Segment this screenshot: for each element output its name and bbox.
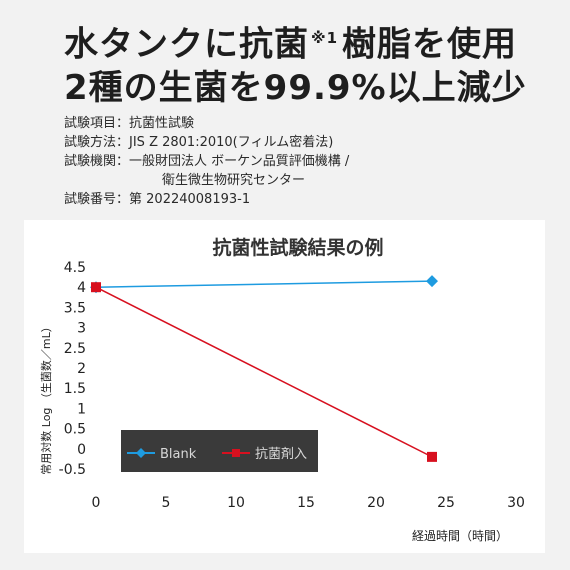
y-tick-label: -0.5: [59, 462, 86, 478]
footnote-mark: ※1: [311, 29, 339, 47]
y-tick-label: 2: [77, 361, 86, 377]
y-tick-label: 0: [77, 442, 86, 458]
y-tick-label: 2.5: [64, 341, 86, 357]
headline-line1-main: 水タンクに抗菌: [64, 24, 309, 65]
y-tick-label: 3: [77, 321, 86, 337]
x-tick-label: 10: [227, 495, 245, 511]
x-tick-label: 25: [437, 495, 455, 511]
headline-line1-tail: 樹脂を使用: [342, 24, 518, 65]
y-tick-label: 3.5: [64, 300, 86, 316]
headline-line2: 2種の生菌を99.9%以上減少: [64, 68, 527, 109]
line-chart: 抗菌性試験結果の例 常用対数 Log （生菌数／mL） 経過時間（時間） 4.5…: [39, 236, 525, 543]
data-point-diamond: [426, 275, 438, 288]
x-tick-label: 15: [297, 495, 315, 511]
x-tick-label: 5: [162, 495, 171, 511]
y-tick-label: 1: [77, 401, 86, 417]
y-tick-label: 4: [77, 280, 86, 296]
test-info-row: 試験番号：第 20224008193-1: [64, 192, 251, 207]
headline-line1: 水タンクに抗菌 ※1 樹脂を使用: [64, 16, 527, 66]
headline: 水タンクに抗菌 ※1 樹脂を使用 2種の生菌を99.9%以上減少: [64, 16, 527, 110]
legend-label: Blank: [160, 447, 197, 462]
data-point-square: [427, 451, 437, 462]
x-tick-label: 20: [367, 495, 385, 511]
y-tick-label: 0.5: [64, 422, 86, 438]
y-tick-label: 4.5: [64, 260, 86, 276]
data-point-square: [91, 282, 101, 293]
chart-title: 抗菌性試験結果の例: [212, 236, 383, 259]
test-info-row: 試験方法：JIS Z 2801:2010(フィルム密着法): [64, 135, 334, 150]
chart-card: 抗菌性試験結果の例 常用対数 Log （生菌数／mL） 経過時間（時間） 4.5…: [24, 220, 545, 553]
x-tick-label: 0: [92, 495, 101, 511]
y-tick-label: 1.5: [64, 381, 86, 397]
test-info: 試験項目：抗菌性試験 試験方法：JIS Z 2801:2010(フィルム密着法)…: [64, 114, 349, 209]
test-info-row: 衛生微生物研究センター: [162, 173, 306, 188]
test-info-row: 試験機関：一般財団法人 ボーケン品質評価機構 /: [64, 154, 350, 169]
y-axis-label: 常用対数 Log （生菌数／mL）: [39, 321, 53, 474]
legend-swatch-marker: [232, 449, 240, 457]
test-info-row: 試験項目：抗菌性試験: [64, 116, 195, 131]
legend-box: [121, 430, 318, 472]
legend-swatch-marker: [136, 448, 146, 458]
x-axis-label: 経過時間（時間）: [412, 529, 508, 543]
series-line: [95, 280, 433, 288]
x-tick-label: 30: [507, 495, 525, 511]
legend-label: 抗菌剤入: [255, 446, 307, 462]
series-line: [95, 286, 433, 458]
